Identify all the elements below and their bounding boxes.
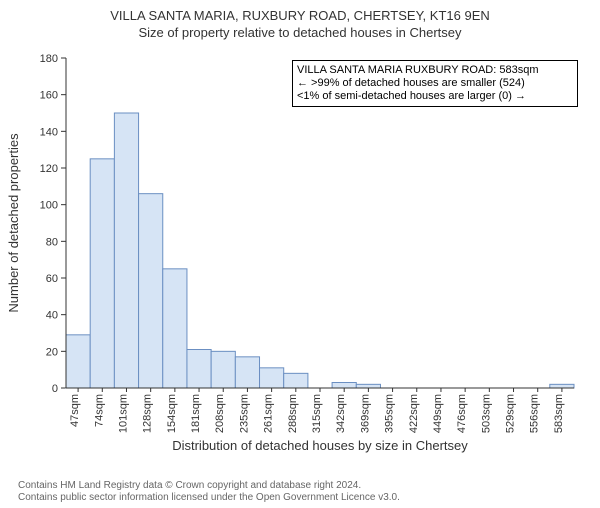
svg-text:476sqm: 476sqm <box>456 394 468 433</box>
svg-text:101sqm: 101sqm <box>117 394 129 433</box>
svg-text:100: 100 <box>40 200 58 212</box>
svg-text:583sqm: 583sqm <box>553 394 565 433</box>
svg-text:342sqm: 342sqm <box>335 394 347 433</box>
svg-text:47sqm: 47sqm <box>69 394 81 427</box>
annotation-box: VILLA SANTA MARIA RUXBURY ROAD: 583sqm ←… <box>292 60 578 107</box>
bar <box>90 159 114 388</box>
svg-text:288sqm: 288sqm <box>287 394 299 433</box>
bar <box>550 384 574 388</box>
title-main: VILLA SANTA MARIA, RUXBURY ROAD, CHERTSE… <box>0 8 600 23</box>
bar <box>332 383 356 389</box>
svg-text:449sqm: 449sqm <box>432 394 444 433</box>
footer-note: Contains HM Land Registry data © Crown c… <box>18 480 400 504</box>
svg-text:422sqm: 422sqm <box>408 394 420 433</box>
svg-text:503sqm: 503sqm <box>480 394 492 433</box>
bar <box>187 350 211 389</box>
bar <box>284 373 308 388</box>
annotation-line3: <1% of semi-detached houses are larger (… <box>297 90 573 103</box>
svg-text:529sqm: 529sqm <box>505 394 517 433</box>
svg-text:395sqm: 395sqm <box>384 394 396 433</box>
bar <box>356 384 380 388</box>
svg-text:556sqm: 556sqm <box>529 394 541 433</box>
footer-line1: Contains HM Land Registry data © Crown c… <box>18 480 400 492</box>
histogram-svg: 0 20 40 60 80 100 120 140 160 180 47sqm 74sqm 101sqm… <box>0 52 600 462</box>
svg-text:181sqm: 181sqm <box>190 394 202 433</box>
title-sub: Size of property relative to detached ho… <box>0 25 600 40</box>
svg-text:140: 140 <box>40 126 58 138</box>
svg-text:120: 120 <box>40 163 58 175</box>
svg-text:60: 60 <box>46 273 58 285</box>
svg-text:154sqm: 154sqm <box>166 394 178 433</box>
svg-text:20: 20 <box>46 346 58 358</box>
x-axis-label: Distribution of detached houses by size … <box>172 438 468 453</box>
svg-text:74sqm: 74sqm <box>93 394 105 427</box>
bar <box>260 368 284 388</box>
bar <box>235 357 259 388</box>
svg-text:180: 180 <box>40 53 58 65</box>
svg-text:315sqm: 315sqm <box>311 394 323 433</box>
bar <box>163 269 187 388</box>
y-axis-label: Number of detached properties <box>6 133 21 313</box>
annotation-line2: ← >99% of detached houses are smaller (5… <box>297 77 573 90</box>
bar <box>114 113 138 388</box>
svg-text:160: 160 <box>40 90 58 102</box>
annotation-line1: VILLA SANTA MARIA RUXBURY ROAD: 583sqm <box>297 64 573 77</box>
svg-text:80: 80 <box>46 236 58 248</box>
bar <box>211 351 235 388</box>
footer-line2: Contains public sector information licen… <box>18 492 400 504</box>
svg-text:369sqm: 369sqm <box>359 394 371 433</box>
svg-text:40: 40 <box>46 310 58 322</box>
bar <box>66 335 90 388</box>
svg-text:235sqm: 235sqm <box>238 394 250 433</box>
svg-text:261sqm: 261sqm <box>263 394 275 433</box>
svg-text:128sqm: 128sqm <box>142 394 154 433</box>
bar <box>139 194 163 388</box>
svg-text:0: 0 <box>52 383 58 395</box>
chart-area: 0 20 40 60 80 100 120 140 160 180 47sqm 74sqm 101sqm… <box>0 52 600 462</box>
svg-text:208sqm: 208sqm <box>214 394 226 433</box>
